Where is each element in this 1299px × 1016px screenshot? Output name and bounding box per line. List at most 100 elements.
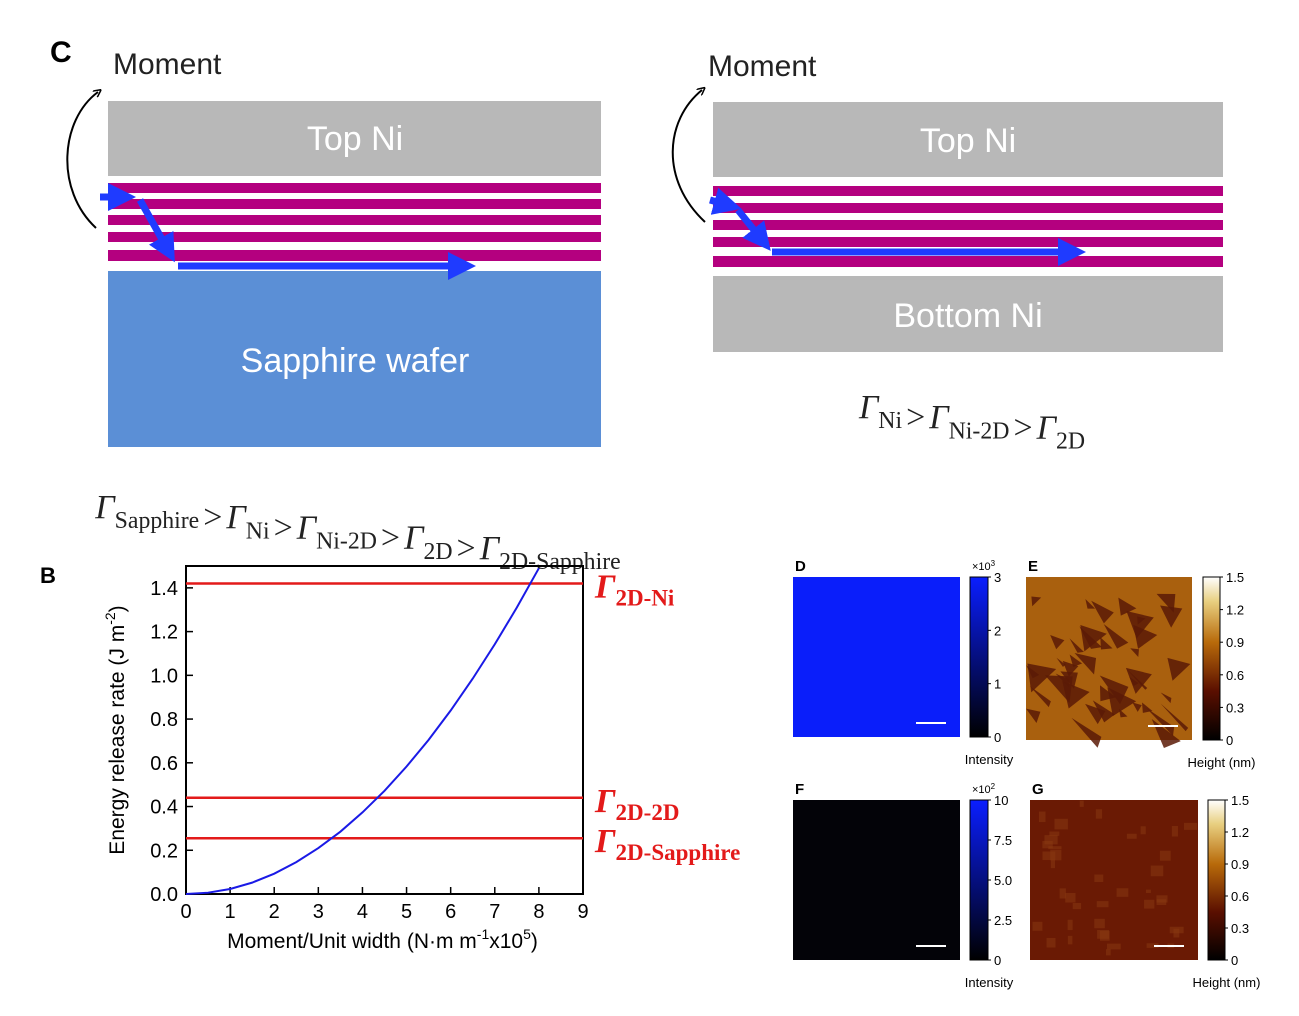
subscript: 2D-2D (616, 800, 680, 825)
relation: > (457, 530, 476, 567)
texture (1099, 685, 1116, 702)
colorbar-tick-label: 0.6 (1231, 889, 1249, 904)
texture (1130, 648, 1139, 657)
texture (1097, 929, 1110, 939)
chart: B 0 1 2 3 4 5 6 7 8 9 0.0 0.2 0.4 0.6 0.8 1.0 1.2 1.4 Energ… (40, 563, 740, 953)
colorbar-label: Intensity (965, 752, 1014, 767)
texture (1160, 605, 1183, 628)
symbol: Γ (594, 568, 616, 605)
texture (1094, 874, 1104, 883)
colorbar-label: Intensity (965, 975, 1014, 990)
panel-label: C (50, 36, 72, 69)
texture (1094, 918, 1105, 929)
moment-label: Moment (708, 50, 817, 83)
y-label-tail: ) (106, 605, 129, 612)
symbol: Γ (479, 530, 501, 567)
x-label-sup: -1 (477, 926, 490, 942)
colorbar-tick-label: 1.5 (1226, 570, 1244, 585)
texture (1042, 851, 1056, 861)
texture (1106, 943, 1121, 950)
subscript: Ni (246, 518, 270, 544)
symbol: Γ (858, 389, 880, 426)
texture (1105, 949, 1111, 956)
texture (1085, 598, 1096, 609)
crack-path (709, 187, 1086, 266)
layer-label: Top Ni (307, 120, 403, 158)
texture (1171, 825, 1178, 837)
texture (1074, 653, 1097, 675)
relation: > (381, 520, 400, 557)
texture (1173, 928, 1180, 938)
colorbar-tick-label: 0.9 (1226, 635, 1244, 650)
texture (1116, 888, 1129, 897)
2d-layers (713, 186, 1223, 267)
subscript: 2D-Sapphire (616, 840, 741, 865)
relation: > (203, 499, 222, 536)
x-label-mid: x10 (489, 930, 523, 953)
texture (1144, 899, 1155, 909)
texture (1129, 676, 1139, 687)
symbol: Γ (225, 499, 247, 536)
texture (1048, 846, 1062, 850)
texture (1055, 673, 1069, 687)
threshold-label: Γ2D-Sapphire (594, 823, 740, 865)
panel-label: E (1028, 558, 1038, 575)
texture (1046, 937, 1056, 948)
texture (1146, 943, 1159, 948)
moment-arrow (66, 92, 98, 229)
colorbar (969, 576, 989, 738)
subscript: Ni-2D (949, 418, 1010, 444)
colorbar-tick-label: 0 (994, 730, 1001, 745)
texture (1100, 637, 1113, 650)
texture (1142, 702, 1153, 713)
top-ni-layer (713, 102, 1223, 177)
texture (1107, 687, 1137, 717)
colorbar-tick-label: 1.2 (1226, 603, 1244, 618)
exponent-base: ×10 (972, 784, 991, 796)
maps: D0123×103IntensityE00.30.60.91.21.5Heigh… (793, 558, 1260, 990)
panel-label: F (795, 781, 804, 798)
texture (1059, 888, 1066, 899)
colorbar-tick-label: 0.6 (1226, 668, 1244, 683)
y-tick-label: 0.0 (150, 884, 178, 906)
texture (1145, 889, 1151, 893)
x-tick-label: 2 (269, 901, 280, 923)
texture (1146, 707, 1175, 736)
x-tick-label: 1 (225, 901, 236, 923)
2d-layers (108, 183, 601, 261)
symbol: Γ (594, 823, 616, 860)
colorbar-exponent: ×103 (972, 559, 996, 573)
exponent-base: ×10 (972, 561, 991, 573)
top-ni-layer (108, 101, 601, 176)
subscript: 2D (423, 539, 452, 565)
colorbar-tick-label: 0 (994, 953, 1001, 968)
texture (1156, 895, 1168, 903)
texture (1050, 859, 1056, 869)
x-tick-label: 6 (445, 901, 456, 923)
x-tick-label: 8 (533, 901, 544, 923)
map-image (793, 577, 960, 737)
colorbar-tick-label: 2.5 (994, 913, 1012, 928)
x-tick-label: 3 (313, 901, 324, 923)
texture (1126, 833, 1137, 839)
symbol: Γ (94, 489, 116, 526)
panel-label: G (1032, 781, 1044, 798)
relation: > (274, 509, 293, 546)
texture (1160, 703, 1189, 732)
exponent-power: 2 (991, 782, 996, 791)
texture (1032, 921, 1043, 931)
texture (1072, 902, 1082, 910)
texture (1067, 935, 1073, 945)
y-tick-label: 0.6 (150, 753, 178, 775)
bottom-ni-layer (713, 276, 1223, 352)
texture (1050, 635, 1065, 650)
colorbar-tick-label: 5.0 (994, 873, 1012, 888)
texture (1085, 703, 1106, 725)
texture (1167, 657, 1191, 681)
colorbar-tick-label: 0.3 (1226, 700, 1244, 715)
texture (1044, 835, 1058, 845)
texture (1150, 865, 1164, 877)
texture (1042, 840, 1053, 849)
texture (1027, 663, 1057, 693)
